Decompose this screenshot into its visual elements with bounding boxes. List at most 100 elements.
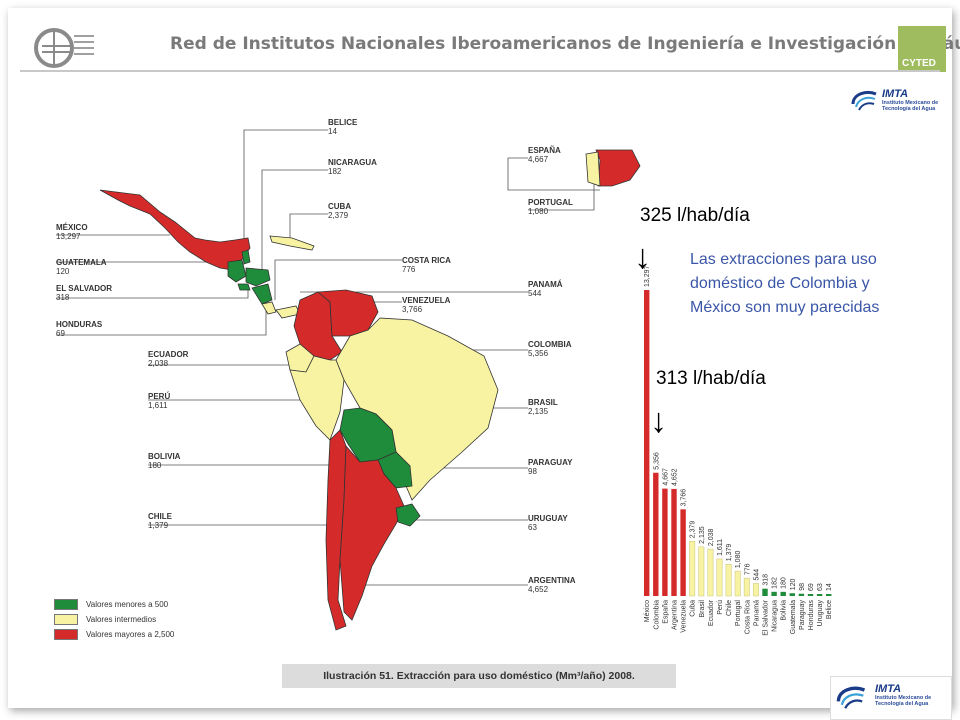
country-value: 182	[328, 167, 342, 176]
country-name: GUATEMALA	[56, 258, 107, 267]
country-name: NICARAGUA	[328, 158, 377, 167]
portugal-shape	[585, 151, 601, 187]
country-value: 1,611	[148, 401, 168, 410]
nicaragua-shape	[251, 283, 273, 305]
country-value: 4,652	[528, 585, 549, 594]
cyted-logo: CYTED	[898, 26, 946, 72]
country-name: PANAMÁ	[528, 280, 563, 289]
country-value: 2,379	[328, 211, 349, 220]
legend-item-low: Valores menores a 500	[54, 597, 174, 612]
country-value: 120	[56, 267, 70, 276]
country-name: HONDURAS	[56, 320, 103, 329]
country-label-ecuador: ECUADOR 2,038	[148, 350, 188, 368]
country-name: PERÚ	[148, 392, 171, 401]
argentina-shape	[339, 444, 405, 621]
header-divider	[20, 70, 940, 72]
country-value: 98	[528, 467, 537, 476]
country-value: 1,379	[148, 521, 169, 530]
legend-item-mid: Valores intermedios	[54, 612, 174, 627]
cuba-shape	[269, 235, 315, 251]
country-label-chile: CHILE 1,379	[148, 512, 172, 530]
country-name: PARAGUAY	[528, 458, 573, 467]
country-name: BELICE	[328, 118, 358, 127]
country-name: BOLIVIA	[148, 452, 181, 461]
country-name: ECUADOR	[148, 350, 189, 359]
country-value: 2,038	[148, 359, 169, 368]
belice-shape	[241, 249, 251, 265]
honduras-shape	[245, 267, 271, 287]
country-label-cuba: CUBA 2,379	[328, 202, 351, 220]
country-label-belice: BELICE 14	[328, 118, 357, 136]
country-name: COSTA RICA	[402, 256, 451, 265]
imta-logo-top: IMTA Instituto Mexicano de Tecnología de…	[850, 86, 960, 122]
country-label-honduras: HONDURAS 69	[56, 320, 102, 338]
brasil-shape	[335, 317, 499, 501]
header-banner: Red de Institutos Nacionales Iberoameric…	[20, 14, 960, 72]
country-label-guatemala: GUATEMALA 120	[56, 258, 107, 276]
country-value: 5,356	[528, 349, 549, 358]
country-value: 13,297	[56, 232, 81, 241]
country-name: CHILE	[148, 512, 172, 521]
country-value: 544	[528, 289, 542, 298]
costarica-shape	[261, 301, 277, 315]
country-value: 2,135	[528, 407, 549, 416]
country-value: 1,080	[528, 207, 549, 216]
legend-item-high: Valores mayores a 2,500	[54, 627, 174, 642]
colombia-rate-label: 313 l/hab/día	[656, 368, 766, 389]
country-value: 318	[56, 293, 70, 302]
imta-swirl-icon	[851, 90, 877, 111]
country-name: BRASIL	[528, 398, 558, 407]
country-label-bolivia: BOLIVIA 180	[148, 452, 180, 470]
country-value: 14	[328, 127, 337, 136]
legend-swatch-icon	[54, 629, 78, 640]
uruguay-shape	[395, 503, 421, 527]
mexico-shape	[99, 189, 251, 271]
country-label-uruguay: URUGUAY 63	[528, 514, 568, 532]
imta-name: IMTA	[882, 88, 909, 100]
country-name: URUGUAY	[528, 514, 568, 523]
mexico-rate-label: 325 l/hab/día	[640, 205, 750, 226]
country-value: 3,766	[402, 305, 423, 314]
country-name: ESPAÑA	[528, 146, 561, 155]
country-label-brasil: BRASIL 2,135	[528, 398, 558, 416]
note-text: Las extracciones para uso doméstico de C…	[690, 251, 880, 316]
legend-swatch-icon	[54, 599, 78, 610]
mexico-arrow-icon: ↓	[634, 238, 651, 276]
country-name: VENEZUELA	[402, 296, 451, 305]
country-name: CUBA	[328, 202, 352, 211]
rinih-logo-icon	[34, 28, 94, 68]
country-value: 69	[56, 329, 65, 338]
figure-caption: Ilustración 51. Extracción para uso domé…	[282, 664, 676, 688]
country-label-paraguay: PARAGUAY 98	[528, 458, 572, 476]
country-value: 63	[528, 523, 537, 532]
country-value: 180	[148, 461, 162, 470]
chile-shape	[325, 429, 347, 631]
country-name: COLOMBIA	[528, 340, 572, 349]
colombia-arrow-icon: ↓	[650, 402, 667, 440]
map-legend: Valores menores a 500 Valores intermedio…	[54, 597, 174, 642]
peru-shape	[289, 355, 345, 441]
country-label-elsalvador: EL SALVADOR 318	[56, 284, 112, 302]
country-value: 776	[402, 265, 416, 274]
elsalvador-shape	[237, 283, 251, 291]
country-label-colombia: COLOMBIA 5,356	[528, 340, 572, 358]
country-name: PORTUGAL	[528, 198, 573, 207]
country-label-mexico: MÉXICO 13,297	[56, 223, 88, 241]
country-label-portugal: PORTUGAL 1,080	[528, 198, 573, 216]
country-name: EL SALVADOR	[56, 284, 113, 293]
espana-shape	[595, 149, 641, 187]
country-label-panama: PANAMÁ 544	[528, 280, 563, 298]
imta-logo-bottom: IMTA Instituto Mexicano de Tecnología de…	[830, 676, 952, 720]
header-title: Red de Institutos Nacionales Iberoameric…	[170, 34, 960, 54]
country-label-espana: ESPAÑA 4,667	[528, 146, 561, 164]
country-label-venezuela: VENEZUELA 3,766	[402, 296, 450, 314]
imta-swirl-icon	[836, 686, 866, 709]
legend-swatch-icon	[54, 614, 78, 625]
country-value: 4,667	[528, 155, 549, 164]
country-label-nicaragua: NICARAGUA 182	[328, 158, 377, 176]
imta-name: IMTA	[875, 683, 902, 695]
country-label-peru: PERÚ 1,611	[148, 392, 170, 410]
country-label-argentina: ARGENTINA 4,652	[528, 576, 576, 594]
country-name: MÉXICO	[56, 223, 88, 232]
